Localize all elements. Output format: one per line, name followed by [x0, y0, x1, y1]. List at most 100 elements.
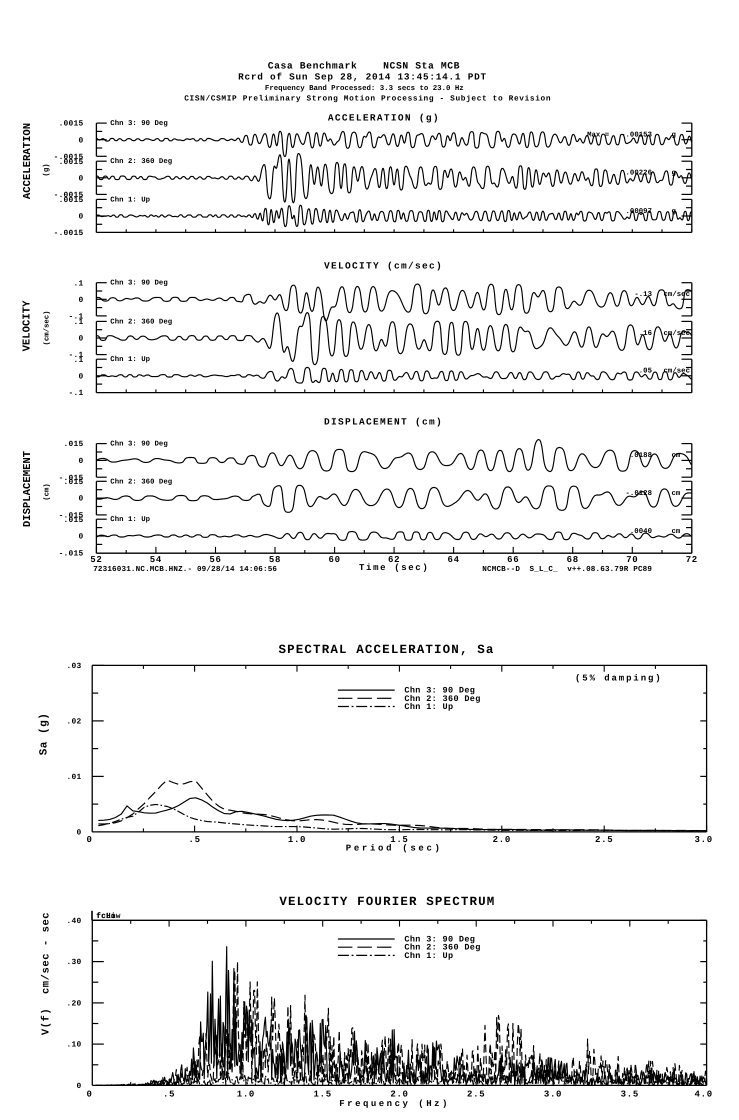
- svg-text:.1: .1: [74, 356, 84, 365]
- svg-text:0: 0: [77, 829, 82, 838]
- svg-text:Chn 3: 90 Deg: Chn 3: 90 Deg: [110, 119, 167, 128]
- svg-text:.0188: .0188: [630, 452, 652, 460]
- svg-text:0: 0: [79, 457, 84, 466]
- svg-text:0: 0: [79, 174, 84, 183]
- svg-text:cm/sec: cm/sec: [664, 367, 691, 376]
- svg-text:0: 0: [86, 835, 92, 845]
- svg-text:.20: .20: [67, 1000, 82, 1009]
- svg-text:1.0: 1.0: [237, 1090, 255, 1100]
- svg-text:Chn 3: 90 Deg: Chn 3: 90 Deg: [404, 686, 475, 696]
- svg-text:.0015: .0015: [59, 120, 84, 129]
- svg-text:.0015: .0015: [59, 158, 84, 167]
- svg-text:DISPLACEMENT (cm): DISPLACEMENT (cm): [324, 417, 443, 428]
- svg-text:Chn 2: 360 Deg: Chn 2: 360 Deg: [110, 157, 172, 166]
- svg-text:0: 0: [79, 495, 84, 504]
- svg-text:VELOCITY FOURIER SPECTRUM: VELOCITY FOURIER SPECTRUM: [279, 895, 495, 909]
- svg-text:.01: .01: [67, 773, 82, 782]
- svg-text:Chn 2: 360 Deg: Chn 2: 360 Deg: [404, 694, 480, 704]
- svg-text:SPECTRAL ACCELERATION, Sa: SPECTRAL ACCELERATION, Sa: [278, 643, 494, 657]
- svg-text:1.5: 1.5: [314, 1090, 332, 1100]
- svg-text:Chn 1: Up: Chn 1: Up: [404, 702, 453, 712]
- svg-text:cm: cm: [672, 490, 681, 498]
- svg-text:-.0015: -.0015: [54, 229, 84, 238]
- svg-text:Chn 1: Up: Chn 1: Up: [110, 195, 150, 204]
- svg-text:(cm/sec): (cm/sec): [42, 310, 51, 345]
- svg-text:.1: .1: [74, 279, 84, 288]
- svg-text:58: 58: [269, 555, 281, 565]
- svg-text:2.0: 2.0: [493, 835, 511, 845]
- svg-text:.10: .10: [67, 1041, 82, 1050]
- svg-text:.5: .5: [188, 835, 200, 845]
- svg-text:.30: .30: [67, 958, 82, 967]
- svg-text:.5: .5: [163, 1090, 175, 1100]
- svg-text:Chn 1: Up: Chn 1: Up: [110, 515, 150, 524]
- svg-text:ACCELERATION (g): ACCELERATION (g): [328, 112, 440, 123]
- svg-text:.015: .015: [64, 516, 84, 525]
- svg-text:0: 0: [79, 213, 84, 222]
- svg-text:Max =: Max =: [587, 132, 610, 140]
- svg-text:cm/sec: cm/sec: [664, 329, 691, 338]
- svg-text:1.0: 1.0: [288, 835, 306, 845]
- svg-text:ACCELERATION: ACCELERATION: [22, 123, 34, 199]
- svg-text:-.00153: -.00153: [621, 132, 653, 140]
- svg-text:.0040: .0040: [630, 528, 652, 536]
- svg-text:cm: cm: [672, 452, 681, 460]
- svg-text:Chn 2: 360 Deg: Chn 2: 360 Deg: [110, 477, 172, 486]
- svg-text:-.0015: -.0015: [54, 153, 84, 162]
- svg-text:2.0: 2.0: [390, 1090, 408, 1100]
- svg-text:0: 0: [87, 1090, 93, 1100]
- svg-text:fcHi: fcHi: [96, 912, 116, 921]
- svg-text:3.0: 3.0: [544, 1090, 562, 1100]
- svg-text:.00226: .00226: [625, 170, 652, 178]
- svg-text:.02: .02: [67, 718, 82, 727]
- svg-text:-.1: -.1: [69, 313, 84, 322]
- svg-text:(g): (g): [42, 163, 51, 176]
- svg-text:-.1: -.1: [69, 351, 84, 360]
- svg-text:VELOCITY (cm/sec): VELOCITY (cm/sec): [324, 261, 443, 272]
- svg-text:70: 70: [626, 555, 638, 565]
- svg-text:.40: .40: [67, 917, 82, 926]
- svg-text:62: 62: [388, 555, 400, 565]
- svg-text:-.0015: -.0015: [54, 191, 84, 200]
- svg-text:VELOCITY: VELOCITY: [22, 300, 34, 352]
- svg-text:.015: .015: [64, 478, 84, 487]
- svg-text:Chn 3: 90 Deg: Chn 3: 90 Deg: [404, 935, 475, 945]
- svg-text:2.5: 2.5: [467, 1090, 485, 1100]
- svg-text:0: 0: [79, 296, 84, 305]
- svg-text:Chn 2: 360 Deg: Chn 2: 360 Deg: [404, 943, 480, 953]
- svg-text:54: 54: [150, 555, 162, 565]
- svg-text:2.5: 2.5: [595, 835, 613, 845]
- svg-text:-.13: -.13: [634, 291, 652, 299]
- svg-text:Chn 2: 360 Deg: Chn 2: 360 Deg: [110, 317, 172, 326]
- svg-text:Sa (g): Sa (g): [38, 713, 50, 756]
- svg-text:Chn 3: 90 Deg: Chn 3: 90 Deg: [110, 279, 167, 288]
- svg-text:56: 56: [209, 555, 221, 565]
- svg-text:52: 52: [90, 555, 102, 565]
- svg-text:Time (sec): Time (sec): [359, 563, 429, 573]
- svg-text:0: 0: [79, 372, 84, 381]
- svg-text:Frequency (Hz): Frequency (Hz): [339, 1099, 450, 1109]
- svg-text:4.0: 4.0: [695, 1090, 713, 1100]
- svg-text:1.5: 1.5: [390, 835, 408, 845]
- svg-text:0: 0: [79, 533, 84, 542]
- svg-text:.015: .015: [64, 440, 84, 449]
- svg-text:fcLow: fcLow: [96, 912, 121, 921]
- svg-text:66: 66: [507, 555, 519, 565]
- svg-text:DISPLACEMENT: DISPLACEMENT: [22, 450, 34, 527]
- svg-text:0: 0: [77, 1082, 82, 1091]
- svg-text:.03: .03: [67, 662, 82, 671]
- svg-text:0: 0: [79, 136, 84, 145]
- svg-text:-.015: -.015: [59, 549, 84, 558]
- svg-text:Rcrd of Sun Sep 28, 2014 13:45: Rcrd of Sun Sep 28, 2014 13:45:14.1 PDT: [238, 72, 487, 83]
- svg-text:.16: .16: [639, 330, 652, 338]
- svg-text:64: 64: [447, 555, 459, 565]
- svg-text:NCMCB--D S_L_C_ v++.08.63.79: NCMCB--D S_L_C_ v++.08.63.79R PC89: [482, 565, 652, 574]
- svg-text:3.5: 3.5: [621, 1090, 639, 1100]
- svg-text:.00097: .00097: [625, 208, 652, 216]
- svg-text:-.015: -.015: [59, 474, 84, 483]
- svg-text:72: 72: [686, 555, 698, 565]
- svg-text:Chn 3: 90 Deg: Chn 3: 90 Deg: [110, 440, 167, 449]
- svg-text:72316031.NC.MCB.HNZ.- 09/28/14: 72316031.NC.MCB.HNZ.- 09/28/14 14:06:56: [93, 565, 277, 574]
- svg-text:0: 0: [79, 335, 84, 344]
- svg-text:CISN/CSMIP Preliminary Strong: CISN/CSMIP Preliminary Strong Motion Pro…: [184, 95, 551, 104]
